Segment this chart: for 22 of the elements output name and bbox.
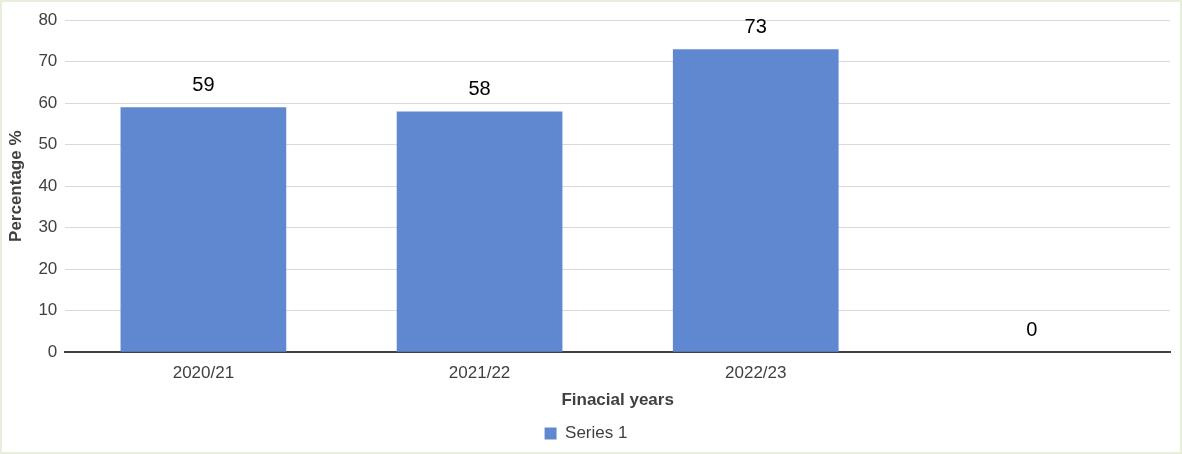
- bar: [672, 49, 839, 352]
- data-label: 0: [1026, 317, 1038, 340]
- y-tick-label: 50: [38, 134, 58, 154]
- y-tick-label: 40: [38, 175, 58, 195]
- legend-label: Series 1: [565, 423, 628, 443]
- y-tick-label: 0: [47, 341, 58, 361]
- x-tick-label: 2020/21: [172, 363, 235, 383]
- bar: [120, 107, 287, 352]
- bar: [396, 111, 563, 352]
- y-axis-title: Percentage %: [5, 130, 25, 242]
- x-tick-label: 2021/22: [448, 363, 511, 383]
- y-tick-label: 60: [38, 92, 58, 112]
- data-label: 59: [192, 72, 215, 95]
- y-tick-label: 80: [38, 9, 58, 29]
- y-tick-label: 20: [38, 258, 58, 278]
- data-label: 58: [468, 77, 491, 100]
- y-tick-label: 10: [38, 300, 58, 320]
- y-tick-label: 70: [38, 51, 58, 71]
- x-tick-label: 2022/23: [725, 363, 787, 383]
- x-axis-title: Finacial years: [561, 390, 674, 410]
- y-tick-label: 30: [38, 217, 58, 237]
- data-label: 73: [744, 14, 767, 37]
